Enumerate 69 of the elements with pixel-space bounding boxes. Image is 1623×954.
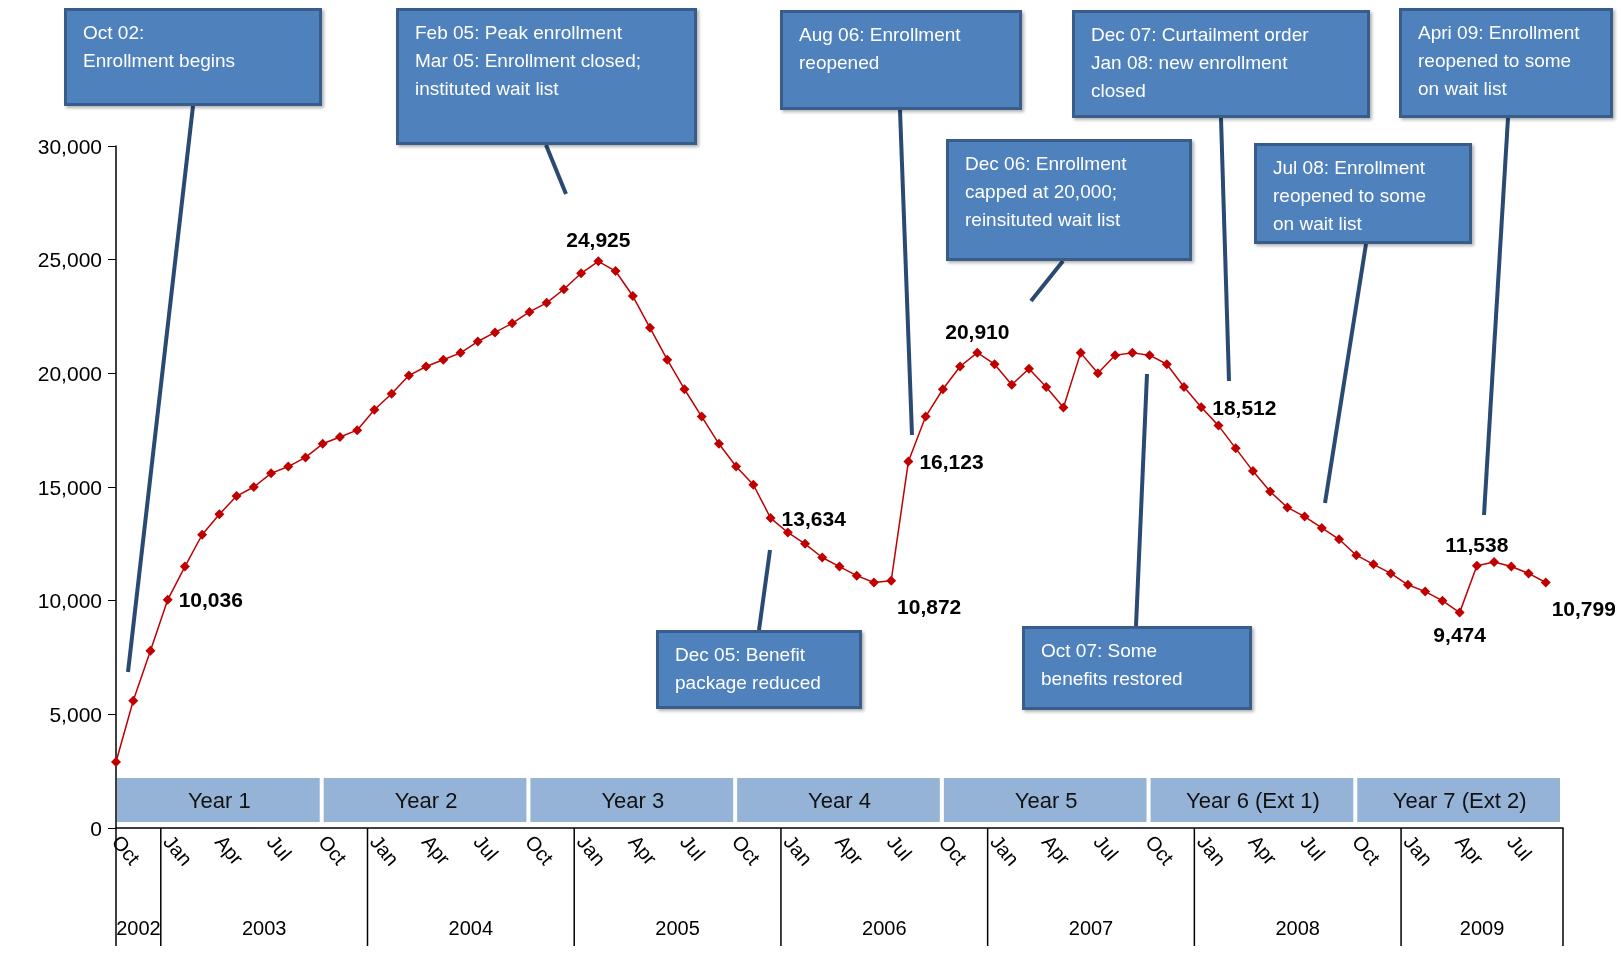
- x-tick-label: Jul: [1089, 830, 1123, 865]
- callout-box: Jul 08: Enrollment reopened to some on wait list: [1254, 143, 1472, 244]
- text: 2007: [1068, 917, 1114, 939]
- x-tick-label: Oct: [107, 830, 145, 870]
- y-tick-label: 0: [90, 816, 102, 840]
- x-tick-label: Jul: [676, 830, 710, 865]
- data-label: 11,538: [1445, 532, 1509, 556]
- x-tick-label: Jan: [986, 830, 1024, 870]
- x-tick-label: Apr: [831, 830, 869, 870]
- x-tick-label: Jul: [1502, 830, 1537, 865]
- band-label: Year 1: [187, 787, 251, 813]
- y-tick-label: 25,000: [37, 248, 102, 272]
- x-tick-label: Jan: [572, 830, 611, 870]
- callout-box: Oct 07: Some benefits restored: [1022, 626, 1252, 710]
- x-tick-label: Apr: [1244, 830, 1282, 870]
- x-tick-label: Jan: [1399, 830, 1438, 870]
- x-tick-label: Jul: [1296, 830, 1330, 865]
- x-tick-label: Apr: [210, 830, 249, 870]
- x-tick-label: Oct: [521, 830, 559, 870]
- band-label: Year 5: [1014, 787, 1078, 813]
- x-tick-label: Oct: [934, 830, 972, 870]
- callout-box: Dec 06: Enrollment capped at 20,000; reinsituted wait list: [946, 139, 1192, 261]
- x-tick-label: Oct: [314, 830, 352, 870]
- text: 2006: [862, 917, 907, 939]
- x-tick-label: Jan: [365, 830, 404, 870]
- y-tick-label: 30,000: [37, 134, 102, 158]
- data-label: 18,512: [1212, 395, 1277, 419]
- data-label: 10,872: [897, 594, 962, 618]
- data-label: 10,036: [178, 588, 243, 612]
- band-label: Year 4: [808, 787, 871, 813]
- y-tick-label: 5,000: [49, 702, 102, 726]
- text: 2002: [116, 917, 161, 939]
- callout-box: Feb 05: Peak enrollment Mar 05: Enrollment closed; instituted wait list: [396, 8, 697, 145]
- callout-box: Dec 07: Curtailment order Jan 08: new enrollment closed: [1072, 10, 1370, 118]
- data-label: 16,123: [919, 449, 984, 473]
- x-tick-label: Jul: [882, 830, 917, 865]
- x-tick-label: Jul: [262, 830, 296, 865]
- callout-box: Aug 06: Enrollment reopened: [780, 10, 1022, 110]
- data-label: 24,925: [566, 228, 631, 252]
- x-tick-label: Jan: [1192, 830, 1231, 870]
- y-tick-label: 10,000: [37, 589, 102, 613]
- band-label: Year 7 (Ext 2): [1392, 787, 1527, 813]
- callout-box: Apri 09: Enrollment reopened to some on wait list: [1399, 8, 1613, 118]
- x-tick-label: Oct: [727, 830, 765, 870]
- data-label: 10,799: [1551, 596, 1616, 620]
- x-tick-label: Jul: [469, 830, 503, 865]
- x-tick-label: Jan: [159, 830, 197, 870]
- data-label: 13,634: [781, 506, 847, 530]
- band-label: Year 3: [601, 787, 665, 813]
- y-tick-label: 20,000: [37, 361, 102, 385]
- text: 2005: [655, 917, 700, 939]
- callout-box: Dec 05: Benefit package reduced: [656, 630, 862, 709]
- x-tick-label: Oct: [1141, 830, 1179, 870]
- x-tick-label: Apr: [1037, 830, 1075, 870]
- data-label: 20,910: [945, 319, 1010, 343]
- x-tick-label: Oct: [1347, 830, 1385, 870]
- data-label: 9,474: [1433, 622, 1487, 646]
- x-tick-label: Apr: [624, 830, 662, 870]
- band-label: Year 2: [394, 787, 458, 813]
- text: 2004: [448, 917, 494, 939]
- band-label: Year 6 (Ext 1): [1186, 787, 1320, 813]
- callout-box: Oct 02: Enrollment begins: [64, 8, 322, 106]
- text: 2008: [1275, 917, 1320, 939]
- x-tick-label: Apr: [417, 830, 455, 870]
- x-tick-label: Jan: [779, 830, 817, 870]
- y-tick-label: 15,000: [37, 475, 102, 499]
- text: 2003: [241, 917, 287, 939]
- text: 2009: [1459, 917, 1505, 939]
- x-tick-label: Apr: [1451, 830, 1489, 870]
